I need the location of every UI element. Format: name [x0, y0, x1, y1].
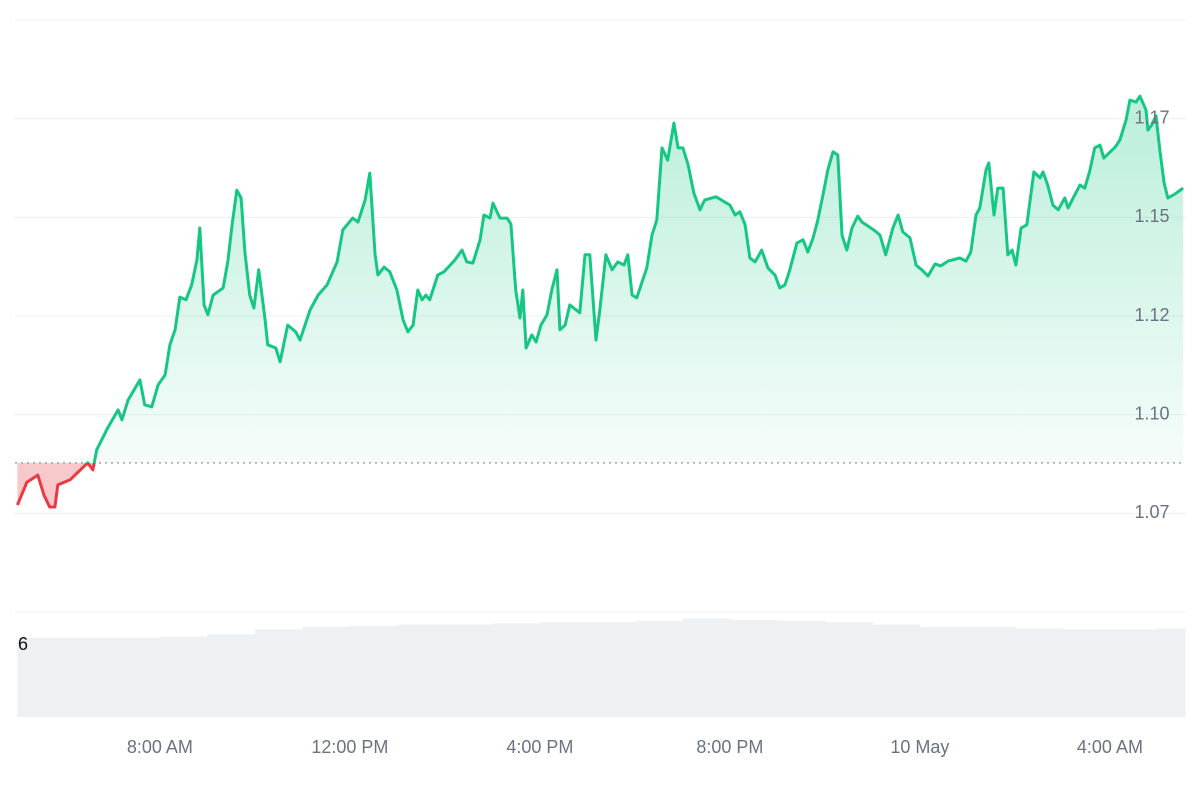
volume-bar	[397, 624, 446, 717]
y-tick-label: 1.07	[1134, 502, 1169, 522]
volume-bar	[64, 637, 113, 717]
volume-bar	[539, 622, 588, 717]
x-tick-label: 8:00 PM	[696, 737, 763, 757]
volume-bar	[444, 624, 493, 717]
volume-tick-label: 6	[18, 634, 28, 654]
volume-bar	[682, 618, 731, 717]
volume-bar	[1062, 629, 1111, 717]
volume-bar	[919, 627, 968, 717]
volume-bar	[207, 634, 256, 717]
volume-bar	[634, 621, 683, 717]
volume-bar	[777, 621, 826, 717]
volume-bar	[824, 622, 873, 717]
price-area	[17, 96, 1184, 507]
volume-bar	[1014, 628, 1063, 717]
volume-bar	[159, 636, 208, 717]
volume-bar	[112, 637, 161, 717]
y-tick-label: 1.12	[1134, 305, 1169, 325]
volume-bar	[302, 627, 351, 717]
volume-bar	[1157, 628, 1186, 717]
volume-bar	[872, 624, 921, 717]
x-tick-label: 10 May	[890, 737, 949, 757]
x-tick-label: 4:00 AM	[1077, 737, 1143, 757]
x-tick-label: 8:00 AM	[127, 737, 193, 757]
volume-bar	[1109, 629, 1158, 717]
x-tick-label: 12:00 PM	[311, 737, 388, 757]
volume-bar	[17, 637, 66, 717]
volume-bar	[349, 625, 398, 717]
volume-bar	[729, 619, 778, 717]
volume-bar	[492, 623, 541, 717]
x-tick-label: 4:00 PM	[506, 737, 573, 757]
y-tick-label: 1.10	[1134, 403, 1169, 423]
volume-bar	[967, 627, 1016, 717]
volume-bar	[587, 622, 636, 717]
y-tick-label: 1.17	[1134, 107, 1169, 127]
price-line	[16, 94, 1184, 509]
volume-bar	[254, 629, 303, 717]
y-tick-label: 1.15	[1134, 206, 1169, 226]
